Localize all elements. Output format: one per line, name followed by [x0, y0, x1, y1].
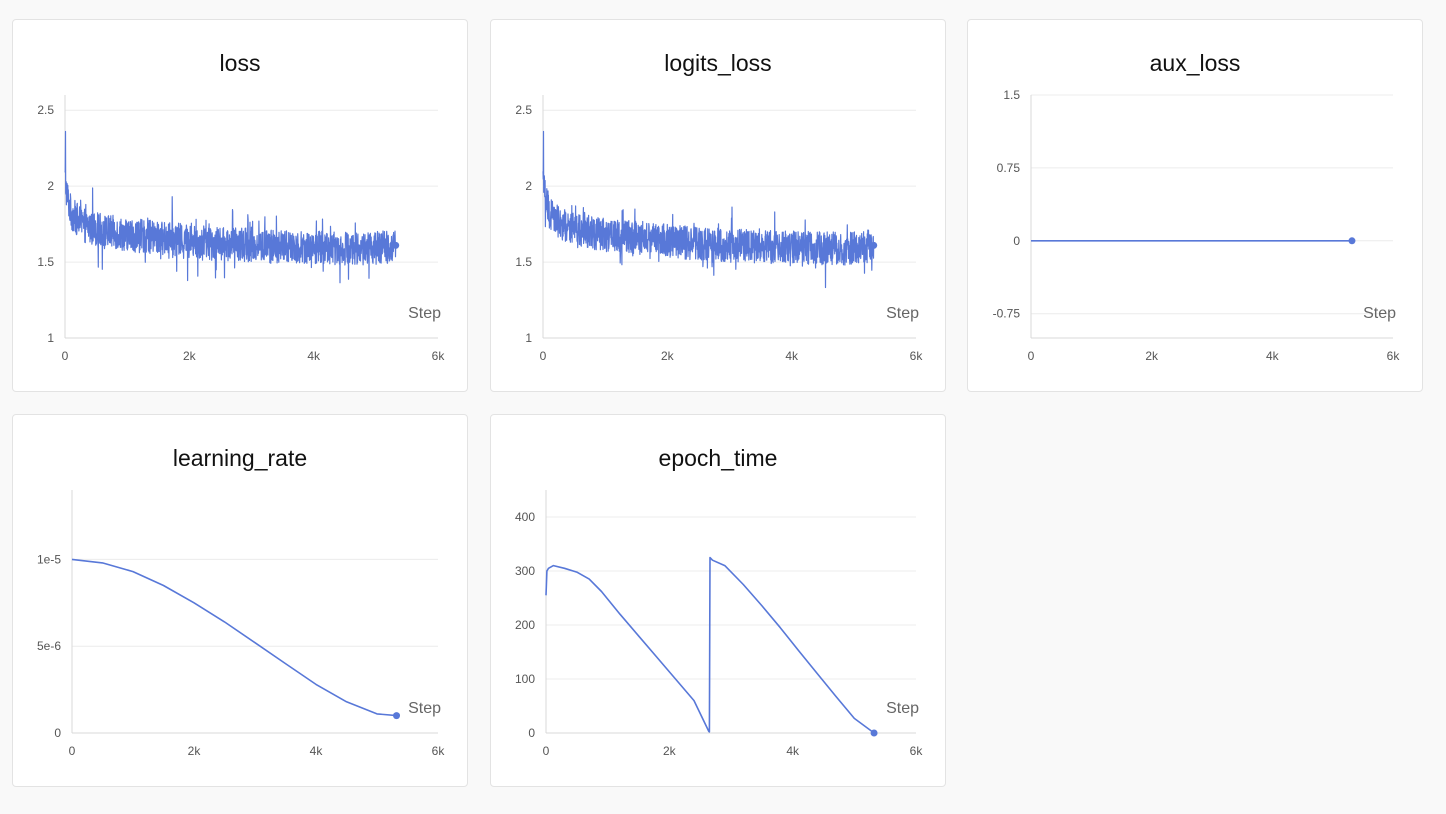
y-tick-label: 200	[515, 618, 535, 632]
series-line[interactable]	[64, 130, 397, 284]
chart-panel-loss[interactable]: loss 1 1.5 2 2.5 0 2k 4k 6k Step	[12, 19, 468, 392]
x-axis-label: Step	[886, 305, 919, 322]
y-tick-label: 400	[515, 510, 535, 524]
last-point-marker[interactable]	[870, 241, 878, 249]
x-tick-label: 6k	[432, 349, 446, 363]
y-tick-label: 5e-6	[37, 639, 61, 653]
x-tick-label: 4k	[1266, 349, 1280, 363]
last-point-marker[interactable]	[393, 712, 401, 720]
chart-plot-logits-loss[interactable]: 1 1.5 2 2.5 0 2k 4k 6k Step	[491, 20, 947, 393]
x-tick-label: 0	[1028, 349, 1035, 363]
x-tick-label: 2k	[183, 349, 197, 363]
x-axis-label: Step	[408, 305, 441, 322]
x-tick-label: 4k	[786, 744, 800, 758]
x-tick-label: 4k	[307, 349, 321, 363]
x-tick-label: 2k	[663, 744, 677, 758]
y-tick-label: 1	[47, 331, 54, 345]
x-tick-label: 0	[540, 349, 547, 363]
x-axis-label: Step	[1363, 305, 1396, 322]
y-tick-label: 1.5	[515, 255, 532, 269]
x-tick-label: 0	[543, 744, 550, 758]
x-tick-label: 6k	[432, 744, 446, 758]
chart-title: epoch_time	[658, 445, 778, 471]
chart-plot-learning-rate[interactable]: 0 5e-6 1e-5 0 2k 4k 6k Step	[13, 415, 469, 788]
x-tick-label: 0	[62, 349, 69, 363]
x-tick-label: 6k	[1387, 349, 1401, 363]
chart-title: aux_loss	[1149, 50, 1241, 76]
chart-panel-aux-loss[interactable]: aux_loss -0.75 0 0.75 1.5 0 2k 4k 6k Step	[967, 19, 1423, 392]
y-tick-label: 2.5	[515, 103, 532, 117]
y-tick-label: 2.5	[37, 103, 54, 117]
last-point-marker[interactable]	[1348, 237, 1356, 245]
x-tick-label: 4k	[310, 744, 324, 758]
chart-title: loss	[219, 50, 261, 76]
y-tick-label: 1.5	[1003, 88, 1020, 102]
chart-panel-epoch-time[interactable]: epoch_time 0 100 200 300 400 0 2k 4k 6k Step	[490, 414, 946, 787]
chart-panel-learning-rate[interactable]: learning_rate 0 5e-6 1e-5 0 2k 4k 6k Step	[12, 414, 468, 787]
last-point-marker[interactable]	[870, 729, 878, 737]
y-tick-label: 300	[515, 564, 535, 578]
x-tick-label: 2k	[661, 349, 675, 363]
chart-plot-loss[interactable]: 1 1.5 2 2.5 0 2k 4k 6k Step	[13, 20, 469, 393]
chart-title: learning_rate	[172, 445, 308, 471]
x-tick-label: 2k	[188, 744, 202, 758]
chart-plot-epoch-time[interactable]: 0 100 200 300 400 0 2k 4k 6k Step	[491, 415, 947, 788]
chart-title: logits_loss	[664, 50, 772, 76]
x-tick-label: 6k	[910, 349, 924, 363]
series-line[interactable]	[545, 556, 875, 734]
y-tick-label: 0.75	[997, 161, 1021, 175]
y-tick-label: 2	[525, 179, 532, 193]
x-axis-label: Step	[408, 700, 441, 717]
y-tick-label: 0	[1013, 234, 1020, 248]
y-tick-label: 100	[515, 672, 535, 686]
y-tick-label: 0	[528, 726, 535, 740]
x-tick-label: 0	[69, 744, 76, 758]
y-tick-label: 1e-5	[37, 552, 61, 566]
y-tick-label: 1	[525, 331, 532, 345]
y-tick-label: 0	[54, 726, 61, 740]
y-tick-label: -0.75	[993, 307, 1021, 321]
series-line[interactable]	[542, 130, 875, 289]
series-line[interactable]	[71, 558, 397, 717]
x-axis-label: Step	[886, 700, 919, 717]
y-tick-label: 1.5	[37, 255, 54, 269]
last-point-marker[interactable]	[392, 241, 400, 249]
chart-panel-logits-loss[interactable]: logits_loss 1 1.5 2 2.5 0 2k 4k 6k Step	[490, 19, 946, 392]
y-tick-label: 2	[47, 179, 54, 193]
x-tick-label: 4k	[785, 349, 799, 363]
chart-plot-aux-loss[interactable]: -0.75 0 0.75 1.5 0 2k 4k 6k Step	[968, 20, 1424, 393]
x-tick-label: 2k	[1145, 349, 1159, 363]
x-tick-label: 6k	[910, 744, 924, 758]
